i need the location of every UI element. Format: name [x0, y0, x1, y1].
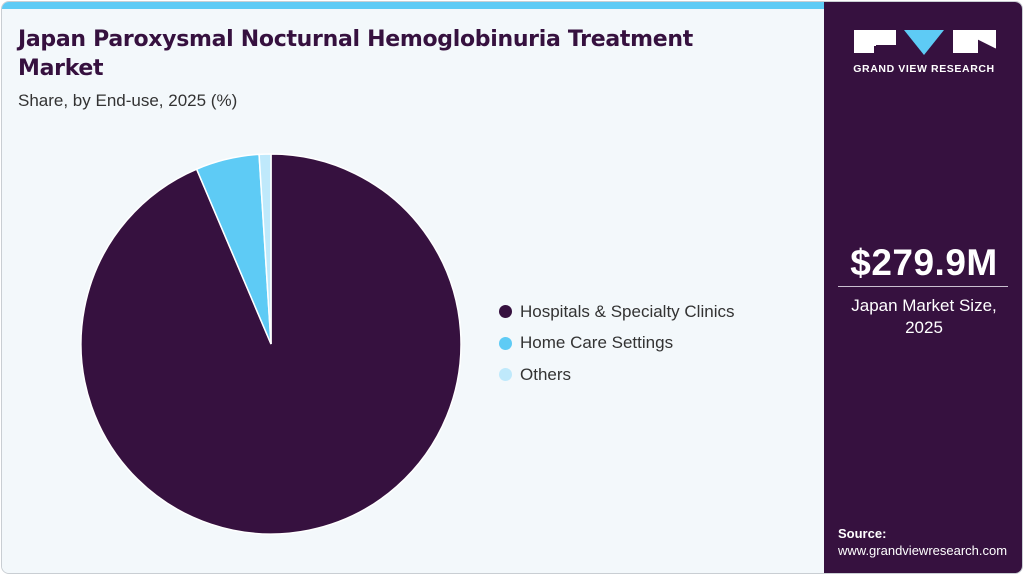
legend: Hospitals & Specialty Clinics Home Care … [499, 296, 734, 391]
legend-item-hospitals: Hospitals & Specialty Clinics [499, 296, 734, 328]
market-size-value: $279.9M [850, 242, 998, 283]
legend-item-home-care: Home Care Settings [499, 328, 734, 360]
legend-dot-icon [499, 305, 512, 319]
pie-slice-others [258, 153, 272, 345]
grand-view-research-logo-icon [854, 30, 996, 55]
legend-dot-icon [499, 336, 512, 350]
legend-label: Home Care Settings [520, 333, 674, 353]
divider [838, 286, 1008, 287]
legend-item-others: Others [499, 359, 734, 391]
pie-chart [80, 153, 462, 535]
legend-label: Hospitals & Specialty Clinics [520, 301, 735, 321]
chart-area: Japan Paroxysmal Nocturnal Hemoglobinuri… [2, 9, 824, 573]
source-link[interactable]: www.grandviewresearch.com [838, 543, 1008, 558]
market-size-label: Japan Market Size, 2025 [824, 295, 1022, 339]
legend-dot-icon [499, 368, 512, 382]
market-size-label-text: Japan Market Size, 2025 [851, 296, 997, 337]
chart-subtitle: Share, by End-use, 2025 (%) [18, 91, 238, 110]
legend-label: Others [520, 364, 572, 384]
source-label: Source: [838, 526, 887, 541]
brand-name: GRAND VIEW RESEARCH [853, 63, 995, 75]
sidebar: GRAND VIEW RESEARCH $279.9M Japan Market… [824, 2, 1022, 573]
chart-title: Japan Paroxysmal Nocturnal Hemoglobinuri… [18, 27, 693, 81]
accent-bar [2, 2, 824, 9]
